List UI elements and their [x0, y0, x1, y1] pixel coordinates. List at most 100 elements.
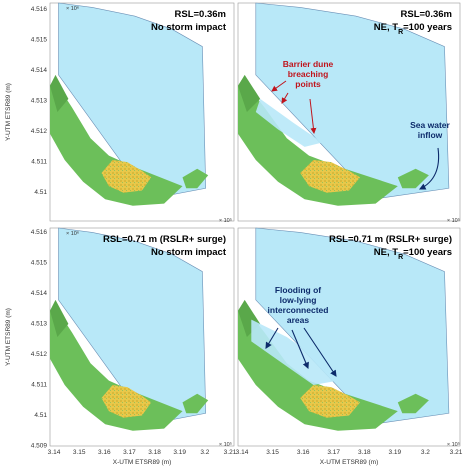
y-tick-label: 4.514 — [31, 290, 48, 297]
panel-title-line2: NE, TR=100 years — [374, 247, 452, 261]
urban-area — [101, 385, 152, 418]
y-tick-label: 4.511 — [31, 382, 47, 389]
sea-area — [255, 227, 450, 425]
urban-area — [300, 160, 361, 193]
y-tick-label: 4.51 — [34, 189, 47, 196]
panel-title-line1: RSL=0.36m — [175, 9, 227, 20]
y-tick-label: 4.511 — [31, 159, 47, 166]
breach-label-line: Barrier dune — [283, 59, 334, 69]
x-tick-label: 3.18 — [148, 449, 161, 456]
island — [397, 393, 429, 414]
panel-title-line1: RSL=0.36m — [401, 9, 453, 20]
map-panel-3: RSL=0.71 m (RSLR+ surge) No storm impact — [49, 227, 235, 447]
x-tick-label: 3.16 — [297, 449, 310, 456]
sea-area — [58, 227, 207, 425]
x-tick-label: 3.17 — [123, 449, 136, 456]
title-subscript: R — [398, 254, 403, 261]
flooded-area — [255, 98, 323, 147]
coastal-strip — [238, 74, 261, 112]
title-subscript: R — [398, 29, 403, 36]
land-area — [50, 304, 183, 431]
panel-title-line2: NE, TR=100 years — [374, 22, 452, 36]
y-tick-label: 4.509 — [31, 443, 48, 450]
breach-arrow — [281, 92, 289, 104]
flooding-label-line: areas — [287, 315, 309, 325]
y-tick-label: 4.516 — [31, 6, 48, 13]
urban-area — [101, 160, 152, 193]
x-tick-label: 3.19 — [173, 449, 186, 456]
x-tick-label: 3.19 — [389, 449, 402, 456]
title-end: =100 years — [403, 247, 452, 258]
y-tick-label: 4.514 — [31, 67, 48, 74]
x-axis-label: X-UTM ETSR89 (m) — [113, 459, 172, 466]
island — [182, 168, 209, 189]
y-tick-label: 4.512 — [31, 351, 48, 358]
land-area — [238, 79, 398, 206]
y-tick-label: 4.51 — [34, 412, 47, 419]
land-area — [238, 304, 398, 431]
x-tick-label: 3.2 — [421, 449, 430, 456]
x-tick-label: 3.16 — [98, 449, 111, 456]
y-axis-label: Y-UTM ETSR89 (m) — [5, 308, 12, 366]
y-tick-label: 4.512 — [31, 128, 48, 135]
y-tick-label: 4.513 — [31, 321, 48, 328]
x-tick-label: 3.18 — [358, 449, 371, 456]
coastal-strip — [50, 74, 69, 112]
y-exponent: × 10⁶ — [66, 230, 79, 237]
panel-title-line2: No storm impact — [151, 22, 227, 33]
flooding-label-line: low-lying — [280, 295, 317, 305]
flooding-label-line: Flooding of — [275, 285, 321, 295]
coastal-strip — [50, 299, 69, 337]
breach-label-line: breaching — [288, 69, 329, 79]
land-area — [50, 79, 183, 206]
x-exponent: × 10⁵ — [447, 441, 460, 448]
sea-area — [58, 2, 207, 200]
map-panel-4: RSL=0.71 m (RSLR+ surge) NE, TR=100 years — [237, 227, 461, 447]
x-tick-label: 3.21 — [224, 449, 237, 456]
title-main: NE, T — [374, 247, 398, 258]
breach-label-line: points — [295, 79, 321, 89]
island — [182, 393, 209, 414]
inflow-arrow — [419, 147, 440, 190]
flooding-arrow — [291, 329, 309, 370]
map-panel-1: RSL=0.36m No storm impact — [49, 2, 235, 222]
x-tick-label: 3.21 — [450, 449, 463, 456]
flooding-arrow — [303, 327, 337, 377]
breach-arrow — [309, 98, 317, 134]
title-main: No storm impact — [151, 22, 227, 33]
panel-title-line2: No storm impact — [151, 247, 227, 258]
x-tick-label: 3.2 — [200, 449, 209, 456]
sea-area — [255, 2, 450, 200]
y-tick-label: 4.516 — [31, 229, 48, 236]
flooding-arrow — [265, 327, 279, 349]
island — [397, 168, 429, 189]
x-tick-label: 3.17 — [327, 449, 340, 456]
y-tick-label: 4.513 — [31, 98, 48, 105]
y-exponent: × 10⁶ — [66, 5, 79, 12]
flooding-label-line: interconnected — [268, 305, 329, 315]
title-end: =100 years — [403, 22, 452, 33]
urban-area — [300, 385, 361, 418]
x-exponent: × 10⁵ — [447, 217, 460, 224]
x-axis-label: X-UTM ETSR89 (m) — [320, 459, 379, 466]
x-exponent: × 10⁵ — [219, 441, 232, 448]
panel-title-line1: RSL=0.71 m (RSLR+ surge) — [329, 234, 452, 245]
x-exponent: × 10⁵ — [219, 217, 232, 224]
x-tick-label: 3.14 — [48, 449, 61, 456]
y-tick-label: 4.515 — [31, 37, 48, 44]
x-tick-label: 3.15 — [266, 449, 279, 456]
x-tick-label: 3.14 — [236, 449, 249, 456]
y-tick-label: 4.515 — [31, 260, 48, 267]
inflow-label-line: inflow — [418, 130, 443, 140]
x-tick-label: 3.15 — [73, 449, 86, 456]
panel-title-line1: RSL=0.71 m (RSLR+ surge) — [103, 234, 226, 245]
title-main: NE, T — [374, 22, 398, 33]
y-axis-label: Y-UTM ETSR89 (m) — [5, 83, 12, 141]
title-main: No storm impact — [151, 247, 227, 258]
inflow-label-line: Sea water — [410, 120, 450, 130]
